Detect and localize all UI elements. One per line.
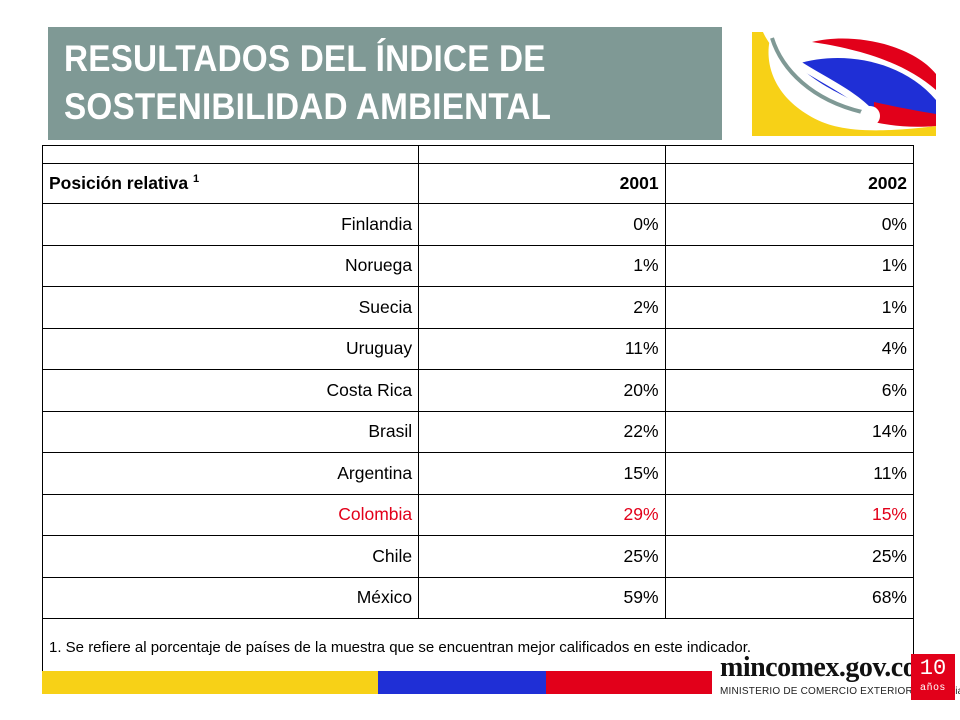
title-line-1: RESULTADOS DEL ÍNDICE DE <box>64 38 546 79</box>
value-2001-cell: 1% <box>418 244 666 287</box>
table-row: Finlandia 0% 0% <box>41 203 915 246</box>
title-banner: RESULTADOS DEL ÍNDICE DE SOSTENIBILIDAD … <box>48 27 722 140</box>
table-row: Chile 25% 25% <box>41 535 915 578</box>
table-row: Argentina 15% 11% <box>41 452 915 495</box>
header-2002: 2002 <box>664 163 915 204</box>
header-2001: 2001 <box>418 163 666 204</box>
value-2002-cell: 15% <box>664 493 915 536</box>
country-cell: Costa Rica <box>41 369 420 412</box>
value-2001-cell: 29% <box>418 493 666 536</box>
results-table: Posición relativa 1 2001 2002 Finlandia … <box>41 145 915 675</box>
value-2002-cell: 1% <box>664 286 915 329</box>
brand-url: mincomex.gov.co <box>720 652 917 683</box>
table-row: México 59% 68% <box>41 576 915 619</box>
table-row-highlighted: Colombia 29% 15% <box>41 493 915 536</box>
country-cell: Colombia <box>41 493 420 536</box>
table-row: Suecia 2% 1% <box>41 286 915 329</box>
value-2001-cell: 25% <box>418 535 666 578</box>
value-2001-cell: 20% <box>418 369 666 412</box>
value-2002-cell: 25% <box>664 535 915 578</box>
value-2001-cell: 0% <box>418 203 666 246</box>
table-header-row: Posición relativa 1 2001 2002 <box>41 163 915 204</box>
slide-title: RESULTADOS DEL ÍNDICE DE SOSTENIBILIDAD … <box>64 35 551 131</box>
table-row: Uruguay 11% 4% <box>41 327 915 370</box>
country-cell: Chile <box>41 535 420 578</box>
table-row: Noruega 1% 1% <box>41 244 915 287</box>
country-cell: Brasil <box>41 410 420 453</box>
flag-bar-yellow <box>42 671 378 694</box>
country-cell: Finlandia <box>41 203 420 246</box>
value-2001-cell: 59% <box>418 576 666 619</box>
value-2001-cell: 15% <box>418 452 666 495</box>
header-position: Posición relativa 1 <box>41 163 420 204</box>
badge-label: años <box>920 682 946 693</box>
flag-bar-blue <box>378 671 546 694</box>
country-cell: Uruguay <box>41 327 420 370</box>
title-line-2: SOSTENIBILIDAD AMBIENTAL <box>64 86 552 127</box>
value-2001-cell: 2% <box>418 286 666 329</box>
table-row: Brasil 22% 14% <box>41 410 915 453</box>
value-2002-cell: 11% <box>664 452 915 495</box>
footnote: 1. Se refiere al porcentaje de países de… <box>42 618 914 675</box>
value-2002-cell: 68% <box>664 576 915 619</box>
value-2002-cell: 6% <box>664 369 915 412</box>
value-2002-cell: 1% <box>664 244 915 287</box>
country-cell: México <box>41 576 420 619</box>
footnote-row: 1. Se refiere al porcentaje de países de… <box>42 618 914 675</box>
value-2002-cell: 0% <box>664 203 915 246</box>
value-2002-cell: 4% <box>664 327 915 370</box>
country-cell: Noruega <box>41 244 420 287</box>
badge-number: 10 <box>919 656 947 681</box>
value-2001-cell: 11% <box>418 327 666 370</box>
table-row: Costa Rica 20% 6% <box>41 369 915 412</box>
country-cell: Argentina <box>41 452 420 495</box>
flag-bar-red <box>546 671 712 694</box>
ministry-label: MINISTERIO DE COMERCIO EXTERIOR / colomb… <box>720 686 960 697</box>
table-top-strip <box>41 145 915 164</box>
country-cell: Suecia <box>41 286 420 329</box>
footnote-marker: 1 <box>192 173 200 186</box>
colombia-logo-icon <box>752 30 936 136</box>
value-2001-cell: 22% <box>418 410 666 453</box>
value-2002-cell: 14% <box>664 410 915 453</box>
anniversary-badge: 10 años <box>911 654 955 700</box>
